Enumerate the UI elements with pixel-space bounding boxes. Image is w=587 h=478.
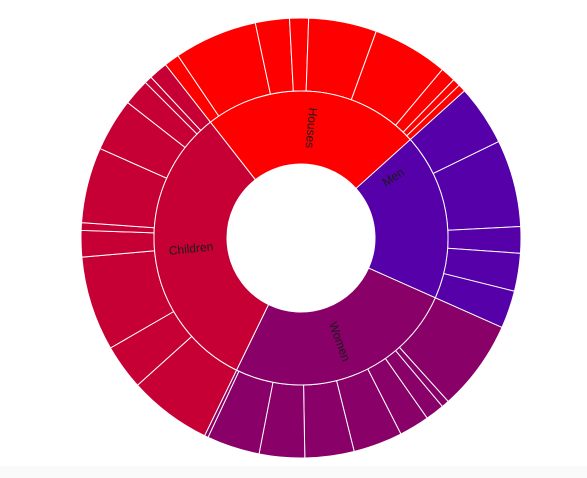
segment-children[interactable] [153, 121, 270, 371]
inner-ring [153, 90, 449, 386]
bottom-strip [0, 466, 587, 478]
segment-women[interactable] [235, 267, 436, 386]
outer-ring [80, 17, 522, 459]
label-houses: Houses [303, 107, 320, 149]
segment-houses[interactable] [209, 90, 411, 190]
label-children: Children [168, 239, 214, 258]
segment-houses-child-4[interactable] [288, 17, 310, 92]
